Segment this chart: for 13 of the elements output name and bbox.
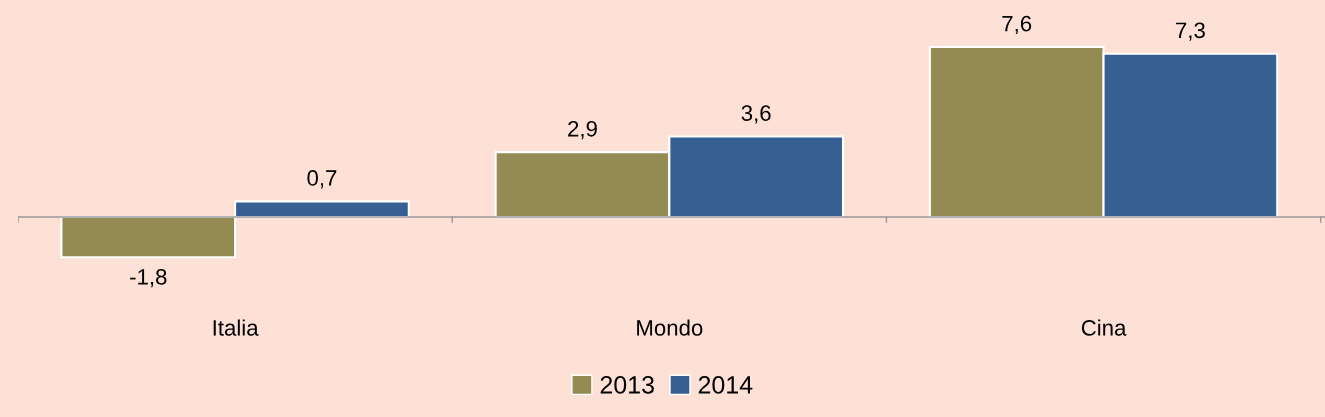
bar bbox=[234, 200, 410, 219]
legend-label: 2014 bbox=[698, 376, 753, 394]
x-tick-label: Mondo bbox=[637, 319, 703, 336]
data-label: 7,3 bbox=[1176, 22, 1205, 41]
data-label: -1,8 bbox=[130, 268, 167, 288]
data-label: 0,7 bbox=[307, 170, 337, 189]
bar bbox=[60, 215, 237, 259]
x-tick-label: Italia bbox=[213, 319, 259, 336]
data-label: 3,6 bbox=[741, 105, 771, 124]
data-label: 7,6 bbox=[1002, 15, 1032, 35]
data-label: 2,9 bbox=[568, 120, 597, 140]
legend-label: 2013 bbox=[600, 376, 654, 394]
x-tick-label: Cina bbox=[1081, 319, 1127, 336]
